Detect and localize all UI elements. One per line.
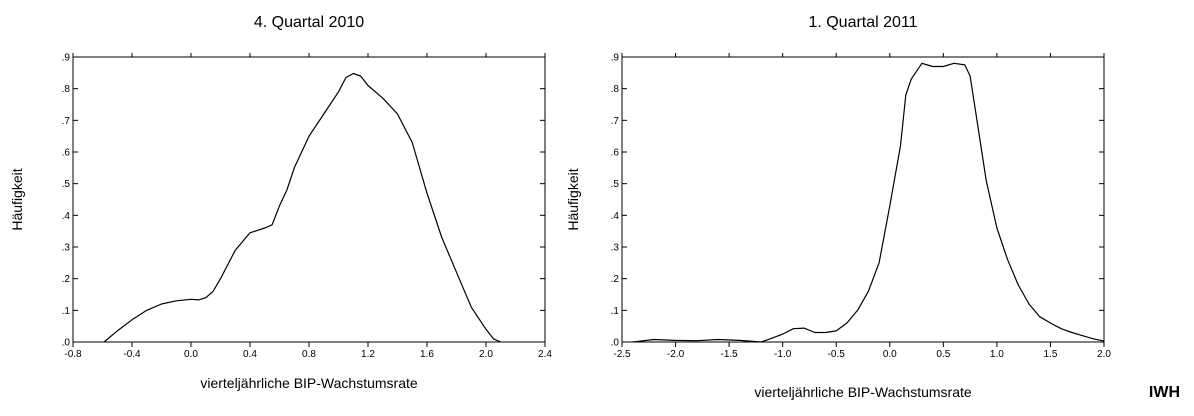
chart-2-y-tick-label: .6 bbox=[611, 148, 620, 159]
chart-1-y-axis-label: Häufigkeit bbox=[9, 168, 25, 230]
chart-1-x-tick-label: -0.8 bbox=[64, 349, 82, 360]
chart-2-y-tick-label: .0 bbox=[611, 338, 620, 349]
chart-1-x-tick-label: 1.2 bbox=[361, 349, 375, 360]
chart-2-x-tick-label: 1.0 bbox=[990, 349, 1004, 360]
chart-1-y-tick-label: .9 bbox=[62, 53, 71, 64]
chart-2-x-tick-label: 0.5 bbox=[936, 349, 950, 360]
chart-2-x-tick-label: 2.0 bbox=[1097, 349, 1111, 360]
chart-2-y-tick-label: .1 bbox=[611, 306, 620, 317]
chart-2-y-tick-label: .4 bbox=[611, 211, 620, 222]
chart-1-x-axis-label: vierteljährliche BIP-Wachstumsrate bbox=[200, 375, 418, 391]
chart-2-y-axis-label: Häufigkeit bbox=[565, 168, 581, 230]
chart-1-y-tick-label: .7 bbox=[62, 116, 71, 127]
chart-1-x-tick-label: -0.4 bbox=[123, 349, 141, 360]
chart-2-x-tick-label: -2.5 bbox=[613, 349, 631, 360]
chart-1-plot-frame bbox=[72, 56, 546, 343]
chart-2-x-axis-label: vierteljährliche BIP-Wachstumsrate bbox=[754, 384, 972, 400]
chart-1-y-tick-label: .5 bbox=[62, 179, 71, 190]
chart-2-y-tick-label: .8 bbox=[611, 84, 620, 95]
chart-2-y-tick-label: .5 bbox=[611, 179, 620, 190]
chart-1-y-tick-label: .3 bbox=[62, 243, 71, 254]
chart-2-y-tick-label: .9 bbox=[611, 53, 620, 64]
chart-1-x-tick-label: 0.0 bbox=[184, 349, 198, 360]
chart-2-x-tick-label: 0.0 bbox=[883, 349, 897, 360]
chart-1-x-tick-label: 1.6 bbox=[420, 349, 434, 360]
chart-1-x-tick-label: 0.4 bbox=[243, 349, 257, 360]
chart-1-y-tick-label: .4 bbox=[62, 211, 71, 222]
chart-1-y-tick-label: .8 bbox=[62, 84, 71, 95]
chart-2-title: 1. Quartal 2011 bbox=[808, 14, 917, 31]
chart-1-x-tick-label: 0.8 bbox=[302, 349, 316, 360]
chart-2-plot-frame bbox=[621, 56, 1105, 343]
chart-1-x-tick-label: 2.0 bbox=[479, 349, 493, 360]
chart-2-x-tick-label: -0.5 bbox=[828, 349, 846, 360]
chart-1-y-tick-label: .0 bbox=[62, 338, 71, 349]
chart-1-y-tick-label: .1 bbox=[62, 306, 71, 317]
chart-2-x-tick-label: 1.5 bbox=[1043, 349, 1057, 360]
chart-2-y-tick-label: .3 bbox=[611, 243, 620, 254]
chart-2-y-tick-label: .7 bbox=[611, 116, 620, 127]
chart-1-y-tick-label: .2 bbox=[62, 274, 71, 285]
chart-2-y-tick-label: .2 bbox=[611, 274, 620, 285]
chart-1-x-tick-label: 2.4 bbox=[538, 349, 552, 360]
brand-logo-text: IWH bbox=[1148, 384, 1180, 401]
chart-2-x-tick-label: -1.0 bbox=[774, 349, 792, 360]
chart-1-y-tick-label: .6 bbox=[62, 148, 71, 159]
chart-1-title: 4. Quartal 2010 bbox=[254, 14, 364, 31]
chart-2-x-tick-label: -2.0 bbox=[667, 349, 685, 360]
chart-2-density-line-1 bbox=[632, 62, 1105, 343]
chart-2-x-tick-label: -1.5 bbox=[720, 349, 738, 360]
chart-1-density-line-1 bbox=[103, 72, 502, 343]
